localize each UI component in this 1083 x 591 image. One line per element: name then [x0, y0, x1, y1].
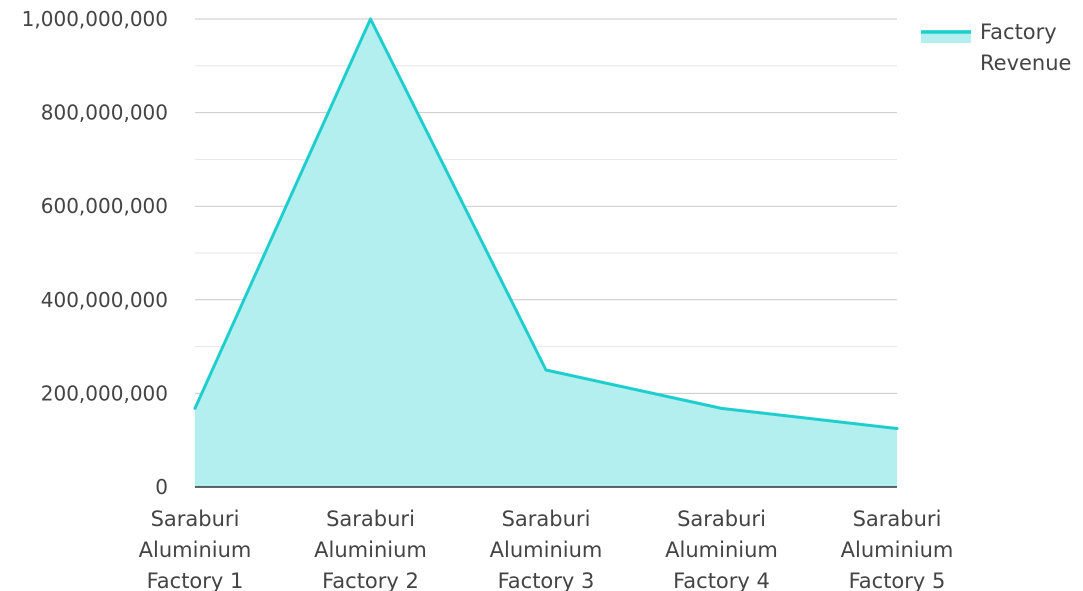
legend-label: Factory Revenue — [980, 20, 1071, 75]
data-point — [193, 406, 197, 410]
y-tick-label: 400,000,000 — [41, 288, 168, 312]
area-fill — [195, 19, 897, 487]
y-tick-label: 600,000,000 — [41, 194, 168, 218]
y-axis-ticks: 0 200,000,000 400,000,000 600,000,000 800,00… — [22, 7, 168, 499]
y-tick-label: 1,000,000,000 — [22, 7, 168, 31]
x-tick-label: Saraburi Aluminium Factory 5 — [841, 507, 954, 591]
x-tick-label: Saraburi Aluminium Factory 4 — [665, 507, 778, 591]
data-point — [720, 406, 723, 410]
legend: Factory Revenue — [921, 20, 1071, 75]
y-tick-label: 800,000,000 — [41, 101, 168, 125]
y-tick-label: 200,000,000 — [41, 381, 168, 405]
x-axis-ticks: Saraburi Aluminium Factory 1 Saraburi Alumin… — [139, 507, 954, 591]
x-tick-label: Saraburi Aluminium Factory 3 — [490, 507, 603, 591]
y-tick-label: 0 — [155, 475, 168, 499]
area-series — [193, 17, 899, 487]
x-tick-label: Saraburi Aluminium Factory 1 — [139, 507, 252, 591]
data-point — [895, 427, 899, 430]
x-tick-label: Saraburi Aluminium Factory 2 — [314, 507, 427, 591]
data-point — [369, 17, 372, 21]
data-point — [544, 368, 548, 372]
